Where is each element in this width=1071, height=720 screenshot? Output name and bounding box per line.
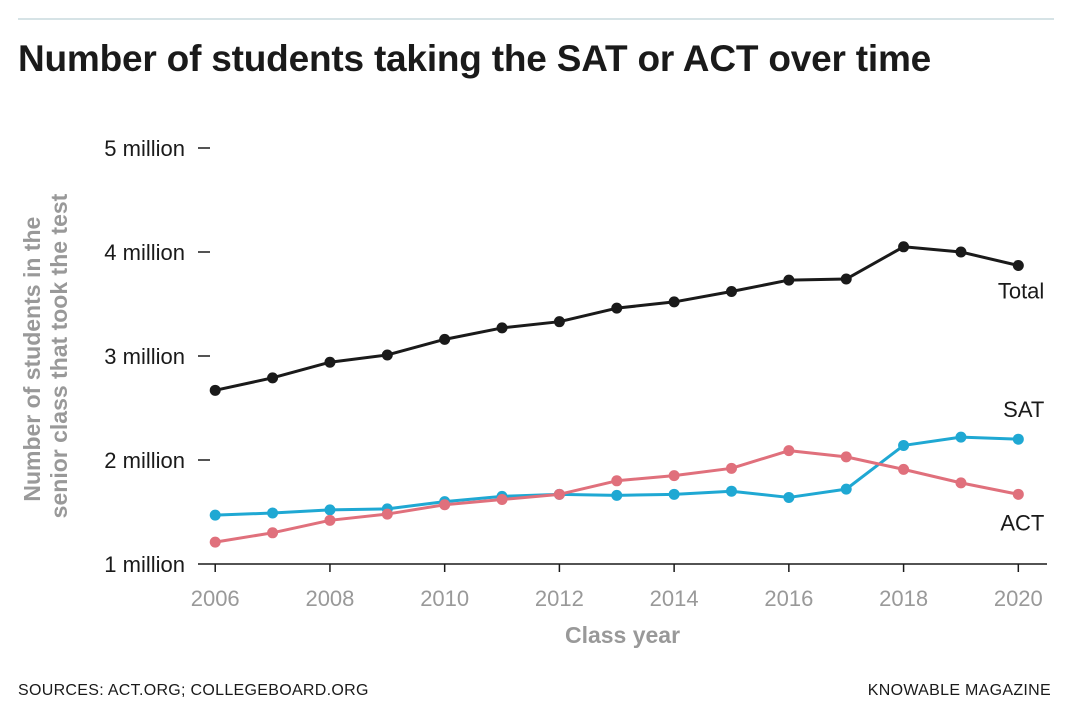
- y-axis-title-line-1: Number of students in the: [19, 217, 45, 502]
- series-label-layer: Total SAT ACT: [998, 279, 1044, 536]
- x-tick-label: 2014: [650, 586, 699, 611]
- y-tick-label: 4 million: [104, 240, 185, 265]
- data-point-total: [783, 274, 795, 286]
- data-point-sat: [783, 491, 795, 503]
- x-axis: 2006 2008 2010 2012 2014 2016 2018 2020: [191, 563, 1047, 611]
- data-point-total: [611, 302, 623, 314]
- series-label-sat: SAT: [1003, 397, 1044, 422]
- data-point-sat: [209, 509, 221, 521]
- data-point-act: [439, 499, 451, 511]
- data-point-act: [496, 494, 508, 506]
- data-point-act: [611, 475, 623, 487]
- data-point-total: [553, 316, 565, 328]
- chart-title: Number of students taking the SAT or ACT…: [18, 38, 932, 79]
- data-point-act: [209, 536, 221, 548]
- line-chart: 1 million 2 million 3 million 4 million 5 mi…: [19, 136, 1047, 648]
- y-tick-label: 2 million: [104, 448, 185, 473]
- data-point-sat: [898, 439, 910, 451]
- x-tick-label: 2020: [994, 586, 1043, 611]
- data-point-total: [267, 372, 279, 384]
- x-tick-label: 2006: [191, 586, 240, 611]
- data-point-act: [725, 462, 737, 474]
- data-point-total: [668, 296, 680, 308]
- x-tick-label: 2010: [420, 586, 469, 611]
- data-point-total: [1012, 260, 1024, 272]
- footer-sources: SOURCES: ACT.ORG; COLLEGEBOARD.ORG: [18, 682, 369, 699]
- y-tick-label: 3 million: [104, 344, 185, 369]
- series-label-total: Total: [998, 279, 1044, 304]
- data-point-total: [898, 241, 910, 253]
- data-point-total: [439, 333, 451, 345]
- series-total: [209, 241, 1024, 396]
- footer-credit: KNOWABLE MAGAZINE: [867, 682, 1051, 699]
- data-point-act: [668, 470, 680, 482]
- data-point-total: [725, 286, 737, 298]
- data-point-total: [209, 384, 221, 396]
- x-tick-label: 2018: [879, 586, 928, 611]
- x-tick-label: 2008: [305, 586, 354, 611]
- data-point-act: [783, 445, 795, 457]
- y-tick-label: 5 million: [104, 136, 185, 161]
- data-point-act: [1012, 488, 1024, 500]
- x-axis-title: Class year: [565, 622, 680, 648]
- data-point-act: [553, 488, 565, 500]
- top-rule: [18, 18, 1054, 20]
- y-tick-label: 1 million: [104, 552, 185, 577]
- y-axis: 1 million 2 million 3 million 4 million 5 mi…: [104, 136, 210, 577]
- data-point-sat: [955, 431, 967, 443]
- data-point-act: [381, 508, 393, 520]
- data-point-sat: [1012, 433, 1024, 445]
- data-point-total: [496, 322, 508, 334]
- data-point-act: [267, 527, 279, 539]
- y-axis-title: Number of students in the senior class t…: [19, 193, 72, 518]
- data-point-total: [381, 349, 393, 361]
- series-line-total: [214, 245, 1019, 392]
- data-point-act: [324, 514, 336, 526]
- data-point-total: [324, 356, 336, 368]
- data-point-sat: [840, 483, 852, 495]
- data-point-act: [898, 463, 910, 475]
- data-point-act: [955, 477, 967, 489]
- data-point-act: [840, 451, 852, 463]
- data-point-sat: [725, 485, 737, 497]
- data-point-total: [840, 273, 852, 285]
- x-tick-label: 2016: [764, 586, 813, 611]
- series-act: [209, 445, 1024, 548]
- series-layer: [209, 241, 1024, 548]
- data-point-sat: [267, 507, 279, 519]
- series-label-act: ACT: [1000, 510, 1044, 535]
- data-point-sat: [611, 489, 623, 501]
- data-point-sat: [324, 504, 336, 516]
- data-point-total: [955, 246, 967, 258]
- y-axis-title-line-2: senior class that took the test: [46, 193, 72, 518]
- data-point-sat: [668, 488, 680, 500]
- x-tick-label: 2012: [535, 586, 584, 611]
